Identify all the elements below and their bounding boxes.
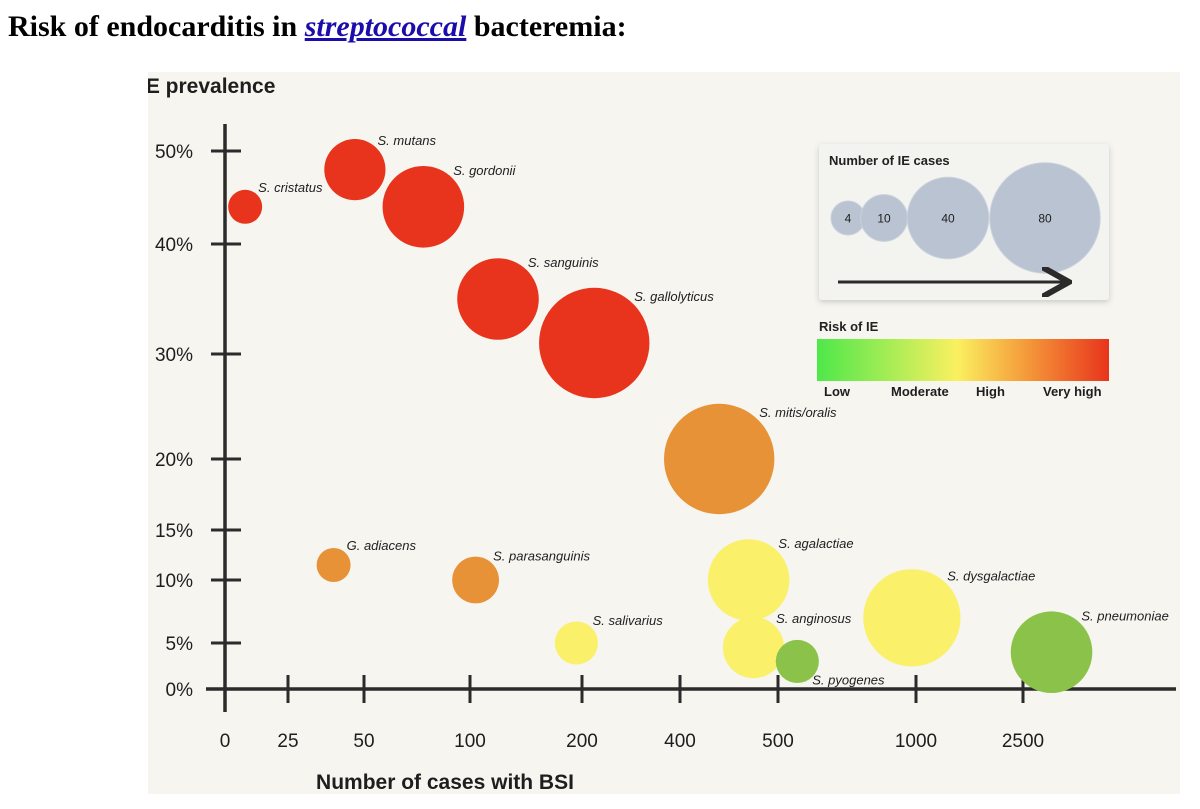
color-legend: Risk of IE Low Moderate High Very high	[817, 319, 1109, 399]
color-legend-gradient	[817, 339, 1109, 381]
y-tick-label: 15%	[155, 521, 193, 542]
bubble-labels: S. cristatus S. mutans S. gordonii S. sangu…	[258, 133, 1169, 687]
x-tick-label: 100	[454, 731, 486, 752]
bubble-chart: IE prevalence Number of cases with BSI 0…	[148, 75, 1176, 794]
bubble-label: S. anginosus	[776, 611, 852, 626]
bubble	[382, 166, 465, 248]
x-tick-label: 400	[664, 731, 696, 752]
color-legend-label: Low	[824, 384, 851, 399]
x-tick-label: 500	[762, 731, 794, 752]
x-tick-label: 25	[277, 731, 298, 752]
size-legend-value: 40	[941, 212, 955, 226]
bubble	[316, 548, 351, 582]
size-legend-value: 80	[1038, 212, 1052, 226]
bubble	[775, 639, 819, 683]
title-prefix: Risk of endocarditis in	[8, 10, 305, 43]
y-tick-label: 10%	[155, 571, 193, 592]
color-legend-label: High	[976, 384, 1005, 399]
bubble-label: S. pyogenes	[812, 672, 885, 687]
y-tick-label: 5%	[166, 634, 194, 655]
x-tick-label: 200	[566, 731, 598, 752]
x-ticks: 0 25 50 100 200 400 500 1000 2500	[220, 675, 1044, 752]
x-tick-label: 50	[353, 731, 374, 752]
y-tick-label: 20%	[155, 450, 193, 471]
bubble-label: S. gallolyticus	[634, 289, 714, 304]
bubble	[324, 139, 386, 201]
bubble	[452, 556, 499, 604]
title-link[interactable]: streptococcal	[304, 10, 467, 43]
bubble-label: S. parasanguinis	[493, 548, 590, 563]
y-ticks: 0% 5% 10% 15% 20% 30% 40% 50%	[155, 142, 241, 701]
bubble	[539, 287, 650, 399]
bubble-label: S. pneumoniae	[1081, 608, 1168, 623]
size-legend-circle	[906, 176, 990, 260]
bubble-label: S. mutans	[378, 133, 437, 148]
x-tick-label: 0	[220, 731, 231, 752]
bubble	[707, 539, 790, 621]
bubble	[228, 189, 263, 224]
bubble-label: S. gordonii	[453, 163, 516, 178]
color-legend-title: Risk of IE	[819, 319, 879, 334]
bubble	[1010, 611, 1093, 693]
page-title: Risk of endocarditis in streptococcal ba…	[8, 10, 627, 44]
bubbles	[228, 139, 1093, 693]
size-legend: Number of IE cases 4 10 40 80	[819, 144, 1109, 300]
bubble	[457, 258, 539, 340]
bubble	[664, 403, 775, 515]
x-axis-label: Number of cases with BSI	[316, 771, 574, 794]
x-tick-label: 1000	[895, 731, 937, 752]
x-tick-label: 2500	[1002, 731, 1044, 752]
size-legend-value: 10	[877, 212, 891, 226]
color-legend-label: Moderate	[891, 384, 949, 399]
y-tick-label: 40%	[155, 235, 193, 256]
y-tick-label: 30%	[155, 345, 193, 366]
size-legend-title: Number of IE cases	[829, 153, 950, 168]
bubble-label: S. mitis/oralis	[759, 405, 837, 420]
bubble-label: S. salivarius	[593, 613, 664, 628]
bubble	[722, 617, 785, 679]
bubble-label: S. dysgalactiae	[947, 568, 1035, 583]
bubble-label: S. sanguinis	[528, 255, 599, 270]
y-tick-label: 0%	[166, 680, 194, 701]
size-legend-value: 4	[845, 212, 852, 226]
bubble-label: S. cristatus	[258, 180, 323, 195]
bubble	[554, 621, 598, 665]
y-axis-label: IE prevalence	[148, 75, 275, 98]
chart-panel: IE prevalence Number of cases with BSI 0…	[148, 72, 1180, 794]
bubble-label: S. agalactiae	[778, 536, 853, 551]
color-legend-label: Very high	[1043, 384, 1102, 399]
bubble-label: G. adiacens	[347, 538, 417, 553]
bubble	[863, 569, 961, 667]
title-suffix: bacteremia:	[466, 10, 627, 43]
y-tick-label: 50%	[155, 142, 193, 163]
